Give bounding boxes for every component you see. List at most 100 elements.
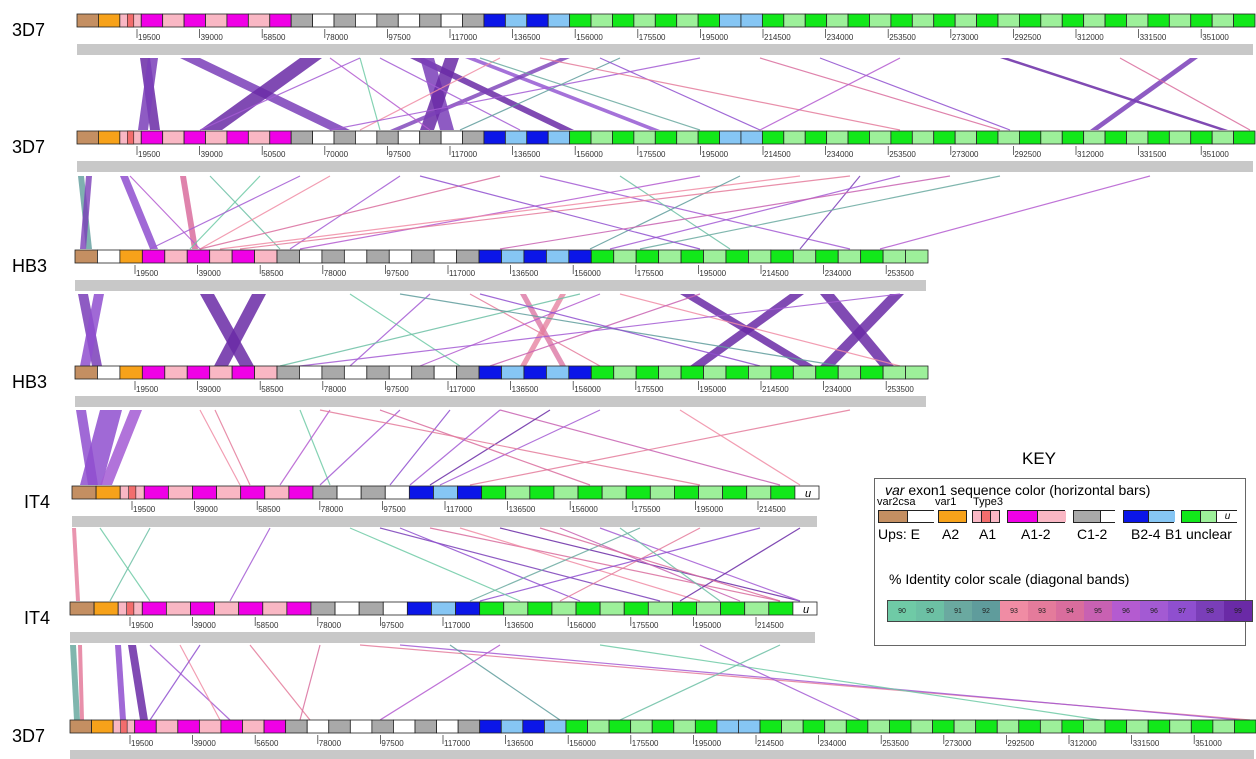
identity-line: [759, 57, 901, 131]
exon-segment: [226, 130, 249, 145]
exon-segment: [456, 249, 480, 264]
tick-label: 331500: [1140, 150, 1167, 159]
tick-label: 312000: [1077, 150, 1104, 159]
exon-segment: [503, 601, 529, 616]
tick-label: 253500: [887, 269, 914, 278]
scale-cell: 93: [1028, 601, 1056, 621]
exon-segment: [128, 485, 137, 500]
exon-segment: [263, 719, 287, 734]
exon-segment: [183, 130, 206, 145]
scale-cell: 98: [1196, 601, 1224, 621]
exon-segment: [625, 485, 651, 500]
tick-label: 156000: [569, 739, 596, 748]
exon-segment: [635, 249, 660, 264]
tick-label: 312000: [1077, 33, 1104, 42]
tick-label: 156000: [576, 33, 603, 42]
identity-band: [1000, 58, 1228, 130]
exon-segment: [262, 601, 288, 616]
identity-line: [499, 409, 781, 486]
tick-label: 292500: [1007, 739, 1034, 748]
tick-label: 50500: [263, 150, 286, 159]
exon-segment: [882, 365, 906, 380]
tick-label: 39000: [199, 269, 222, 278]
tick-label: 175500: [639, 33, 666, 42]
exon-segment: [890, 130, 913, 145]
exon-segment: [890, 13, 913, 28]
identity-line: [99, 527, 151, 602]
exon-segment: [1190, 719, 1214, 734]
identity-line: [199, 175, 331, 250]
exon-segment: [141, 365, 166, 380]
exon-segment: [483, 130, 506, 145]
tick-label: 175500: [639, 150, 666, 159]
exon-segment: [905, 249, 929, 264]
identity-line: [359, 57, 501, 131]
exon-segment: [198, 719, 222, 734]
track-5: IT4 u 19500 39000 58500 78000 97500 117000 13650…: [24, 485, 820, 527]
identity-line: [639, 175, 1001, 250]
tick-label: 56500: [256, 739, 279, 748]
identity-line: [329, 57, 431, 131]
exon-segment: [214, 601, 240, 616]
exon-segment: [288, 485, 314, 500]
exon-segment: [231, 249, 255, 264]
exon-segment: [601, 485, 627, 500]
identity-band: [465, 58, 660, 130]
exon-segment: [770, 249, 794, 264]
exon-segment: [269, 130, 292, 145]
identity-line: [349, 527, 521, 602]
exon-segment: [419, 13, 442, 28]
identity-band: [820, 294, 904, 366]
exon-segment: [164, 365, 188, 380]
swatch-a2: [938, 510, 967, 523]
tick-label: 214500: [762, 385, 789, 394]
exon-segment: [254, 249, 278, 264]
exon-segment: [1039, 719, 1063, 734]
exon-segment: [882, 249, 906, 264]
key-group-ups-e: Ups: E: [878, 526, 921, 542]
exon-segment: [633, 13, 656, 28]
exon-segment: [1168, 13, 1192, 28]
key-group-a1-2: A1-2: [1021, 526, 1051, 542]
identity-line: [559, 527, 741, 602]
exon-segment: [523, 365, 547, 380]
exon-segment: [336, 485, 362, 500]
identity-line: [279, 293, 581, 367]
exon-segment: [676, 130, 699, 145]
identity-line: [129, 175, 201, 250]
exon-segment: [388, 365, 413, 380]
track-2: 3D7 19500 39000 50500 70000 97500 117000 136500…: [12, 130, 1256, 172]
exon-segment: [623, 601, 649, 616]
exon-segment: [74, 249, 98, 264]
exon-segment: [954, 13, 977, 28]
identity-line: [299, 175, 701, 250]
exon-segment: [725, 365, 749, 380]
exon-segment: [433, 485, 458, 500]
key-group-a2: A2: [942, 526, 960, 542]
identity-line: [299, 644, 321, 721]
tick-label: 117000: [444, 621, 471, 630]
track-shadow-bar: [75, 396, 926, 407]
scale-cell: 97: [1168, 601, 1196, 621]
exon-segment: [504, 13, 528, 28]
exon-segment: [748, 365, 772, 380]
exon-segment: [740, 130, 763, 145]
exon-segment: [761, 13, 785, 28]
scale-cell: 92: [972, 601, 1000, 621]
exon-segment: [376, 13, 399, 28]
exon-segment: [343, 249, 368, 264]
exon-segment: [612, 13, 635, 28]
identity-line: [679, 527, 801, 602]
track-shadow-bar: [70, 750, 1254, 759]
tick-label: 97500: [388, 150, 411, 159]
exon-segment: [658, 249, 682, 264]
track-shadow-bar: [72, 516, 817, 527]
exon-segment: [740, 13, 763, 28]
exon-segment: [716, 719, 739, 734]
identity-band: [78, 645, 84, 720]
exon-segment: [1211, 13, 1234, 28]
exon-segment: [411, 365, 435, 380]
exon-segment: [479, 601, 505, 616]
exon-segment: [93, 601, 119, 616]
exon-segment: [192, 485, 217, 500]
